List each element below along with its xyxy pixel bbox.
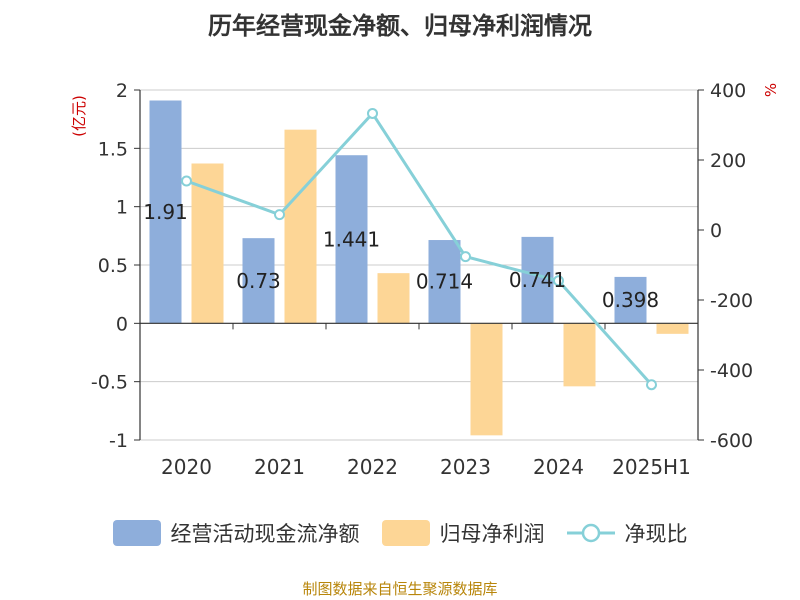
left-axis-unit: (亿元) (70, 95, 88, 137)
bar-profit (377, 273, 410, 324)
left-axis-tick-label: 1 (116, 197, 128, 219)
right-axis-tick-label: 0 (710, 220, 722, 242)
bar-cashflow (614, 276, 647, 324)
ratio-line-layer (181, 107, 657, 391)
grid-lines (140, 89, 698, 441)
legend-item-cashflow: 经营活动现金流净额 (112, 518, 360, 548)
legend: 经营活动现金流净额 归母净利润 净现比 (0, 518, 800, 548)
right-axis-tick-label: -600 (710, 430, 753, 452)
bar-cashflow (149, 100, 182, 324)
x-axis-tick-label: 2022 (347, 455, 398, 479)
right-axis-tick-label: 200 (710, 150, 746, 172)
legend-swatch-profit (381, 520, 430, 546)
ratio-point (553, 275, 564, 287)
x-axis-tick-label: 2025H1 (612, 455, 691, 479)
bar-cashflow (242, 238, 275, 324)
left-axis-tick-label: 1.5 (98, 138, 128, 160)
right-axis-tick-label: 400 (710, 80, 746, 102)
x-axis-tick-label: 2024 (533, 455, 584, 479)
x-axis-tick-label: 2021 (254, 455, 305, 479)
axes-layer: 2 1.5 1 0.5 0 -0.5 -1 400 200 0 -200 -400 -600 2020 20… (91, 80, 753, 479)
left-axis-tick-label: -0.5 (91, 372, 128, 394)
source-note: 制图数据来自恒生聚源数据库 (302, 580, 498, 598)
left-axis-tick-label: 0.5 (98, 255, 128, 277)
right-axis-unit: % (762, 83, 780, 97)
legend-swatch-cashflow (112, 520, 161, 546)
left-axis-tick-label: 2 (116, 80, 128, 102)
ratio-line (185, 111, 653, 386)
right-axis-tick-label: -200 (710, 290, 753, 312)
bar-cashflow (521, 236, 554, 324)
bar-profit (656, 323, 689, 334)
left-axis-tick-label: -1 (109, 430, 128, 452)
data-label-cashflow: 0.741 (509, 268, 566, 292)
ratio-point (274, 209, 285, 221)
x-axis-tick-label: 2020 (161, 455, 212, 479)
bar-profit (563, 323, 596, 387)
right-axis-tick-label: -400 (710, 360, 753, 382)
bar-cashflow (335, 155, 368, 324)
data-label-cashflow: 1.441 (323, 227, 380, 251)
ratio-point (181, 175, 192, 187)
data-label-cashflow: 0.398 (602, 288, 659, 312)
legend-item-profit: 归母净利润 (381, 518, 545, 548)
data-label-cashflow: 0.714 (416, 270, 473, 294)
legend-label-cashflow: 经营活动现金流净额 (170, 522, 360, 546)
bar-cashflow (428, 240, 461, 324)
bar-profit (284, 129, 317, 324)
ratio-point (646, 379, 657, 391)
legend-label-ratio: 净现比 (624, 522, 688, 546)
legend-label-profit: 归母净利润 (439, 522, 545, 546)
data-label-cashflow: 0.73 (236, 269, 281, 293)
bars-layer (149, 100, 689, 436)
ratio-point (367, 107, 378, 119)
bar-profit (470, 323, 503, 436)
data-labels-layer: 1.91 0.73 1.441 0.714 0.741 0.398 (143, 200, 659, 312)
legend-item-ratio: 净现比 (566, 518, 688, 548)
data-label-cashflow: 1.91 (143, 200, 188, 224)
left-axis-tick-label: 0 (116, 313, 128, 335)
chart-title: 历年经营现金净额、归母净利润情况 (208, 12, 592, 40)
legend-swatch-ratio (566, 523, 615, 543)
ratio-point (460, 251, 471, 263)
x-axis-tick-label: 2023 (440, 455, 491, 479)
